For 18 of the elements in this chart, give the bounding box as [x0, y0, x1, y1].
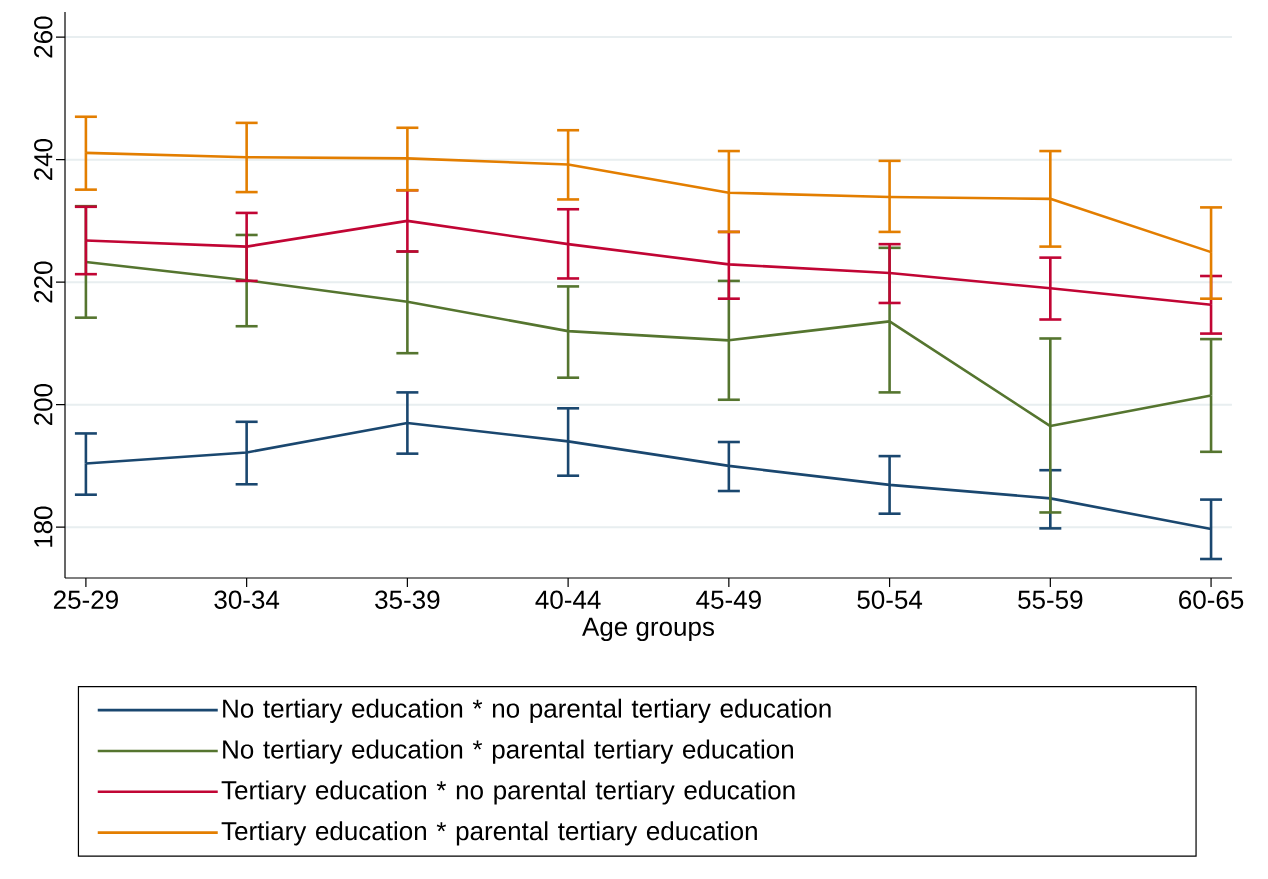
x-tick-label: 45-49: [696, 590, 761, 609]
y-tick-label: 260: [34, 16, 53, 58]
x-axis-title: Age groups: [582, 617, 714, 642]
x-tick-label: 35-39: [375, 590, 440, 609]
y-tick-label: 180: [34, 506, 53, 547]
legend-label: No tertiary education * parental tertiary education: [223, 739, 793, 764]
x-tick-label: 60-65: [1179, 590, 1244, 609]
y-tick-label: 240: [34, 138, 53, 181]
x-tick-label: 30-34: [214, 590, 280, 609]
x-tick-label: 40-44: [535, 590, 601, 609]
x-tick-label: 50-54: [857, 590, 923, 609]
y-tick-label: 220: [34, 261, 53, 303]
legend-label: Tertiary education * no parental tertiary education: [221, 780, 795, 805]
x-tick-label: 25-29: [53, 590, 118, 609]
y-tick-label: 200: [34, 383, 53, 426]
x-tick-label: 55-59: [1018, 590, 1083, 609]
legend-label: No tertiary education * no parental tertiary education: [223, 698, 831, 723]
legend-label: Tertiary education * parental tertiary education: [221, 821, 757, 846]
